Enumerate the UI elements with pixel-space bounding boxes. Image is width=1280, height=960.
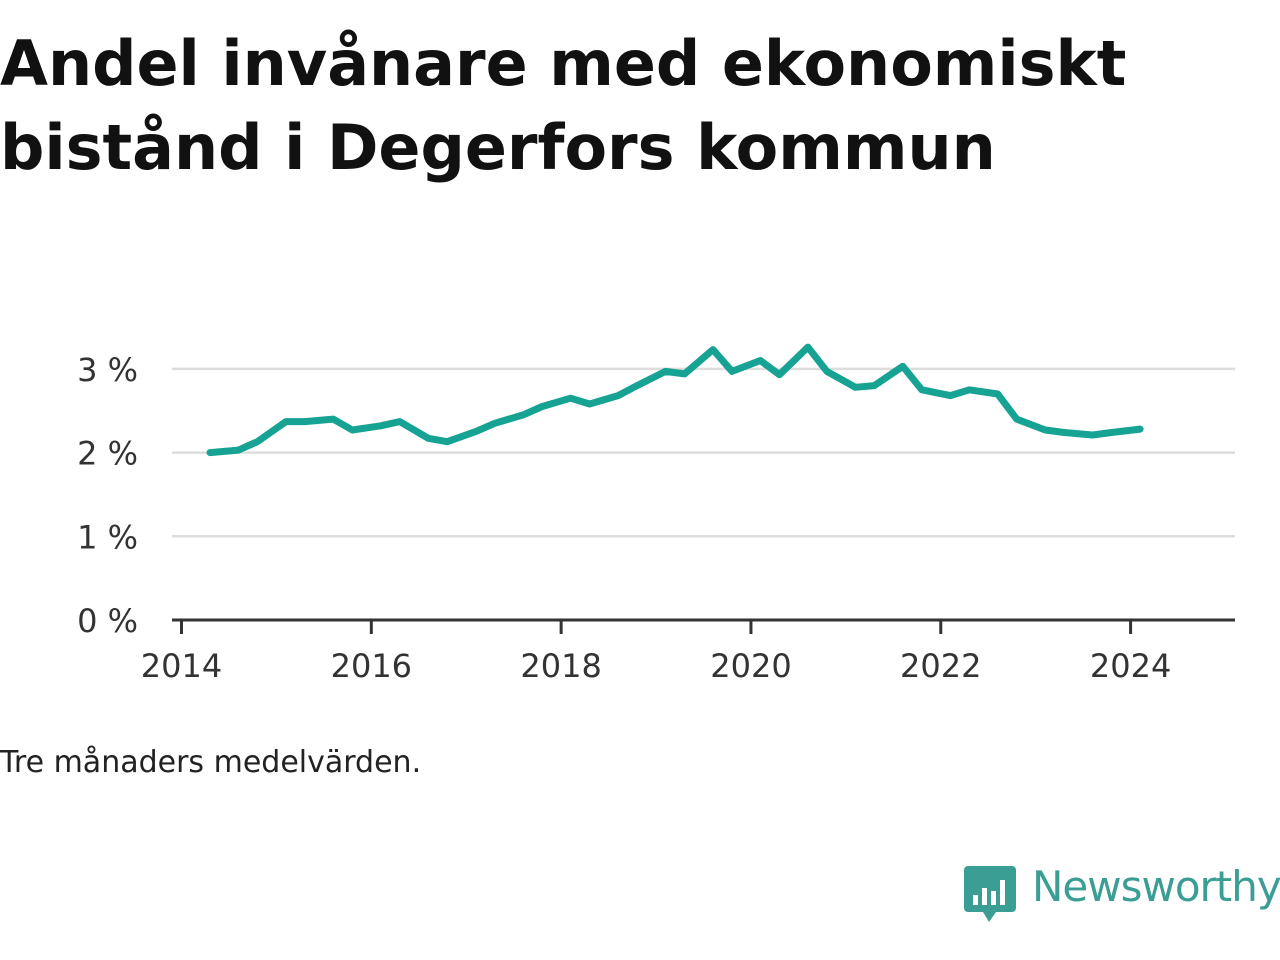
x-tick-label-5: 2024 [1090, 647, 1171, 685]
chart-title: Andel invånare med ekonomiskt bistånd i … [0, 27, 1127, 184]
y-tick-label-0: 0 % [77, 602, 138, 640]
y-tick-label-2: 2 % [77, 435, 138, 473]
x-tick-label-1: 2016 [331, 647, 412, 685]
line-chart: 0 % 1 % 2 % 3 % 2014 2016 2018 2020 2022 2024 [77, 343, 1235, 685]
y-axis-ticks: 0 % 1 % 2 % 3 % [77, 351, 138, 640]
logo-text: Newsworthy [1032, 862, 1280, 911]
x-axis: 2014 2016 2018 2020 2022 2024 [141, 618, 1235, 685]
x-tick-label-4: 2022 [900, 647, 981, 685]
grid-lines [172, 367, 1235, 538]
y-tick-label-1: 1 % [77, 518, 138, 556]
x-tick-label-3: 2020 [710, 647, 791, 685]
x-tick-label-0: 2014 [141, 647, 222, 685]
series-line-0 [206, 343, 1144, 457]
series-group [206, 343, 1144, 457]
x-tick-label-2: 2018 [520, 647, 601, 685]
newsworthy-logo-icon [964, 866, 1016, 922]
chart-footnote: Tre månaders medelvärden. [0, 745, 422, 780]
y-tick-label-3: 3 % [77, 351, 138, 389]
